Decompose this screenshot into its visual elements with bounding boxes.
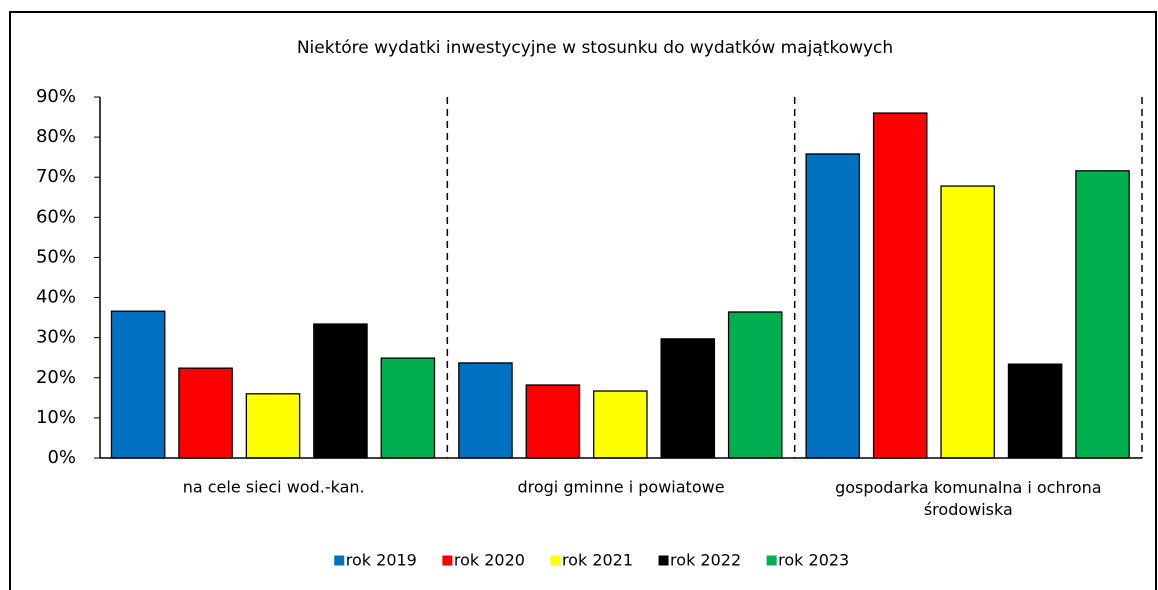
legend-label: rok 2020 <box>454 551 525 570</box>
bar <box>593 390 648 459</box>
bar <box>313 323 368 459</box>
bar <box>940 185 995 459</box>
y-tick-label: 20% <box>36 367 76 388</box>
bar <box>245 393 301 459</box>
y-tick-label: 80% <box>36 126 76 147</box>
legend-label: rok 2022 <box>670 551 741 570</box>
x-tick-label: gospodarka komunalna i ochrona środowiska <box>835 478 1102 519</box>
legend-label: rok 2023 <box>778 551 849 570</box>
y-tick-label: 70% <box>36 166 76 187</box>
bar <box>727 311 783 459</box>
legend-swatch <box>550 555 561 566</box>
y-tick-label: 40% <box>36 287 76 308</box>
y-tick-label: 50% <box>36 246 76 267</box>
bar <box>1007 363 1063 459</box>
x-tick-label: na cele sieci wod.-kan. <box>183 478 365 497</box>
y-tick-label: 60% <box>36 206 76 227</box>
legend-swatch <box>766 555 777 566</box>
legend-label: rok 2019 <box>346 551 417 570</box>
legend-swatch <box>442 555 453 566</box>
bar <box>525 384 581 459</box>
bar <box>110 310 166 459</box>
x-tick-label: drogi gminne i powiatowe <box>517 478 724 497</box>
bar <box>458 362 513 459</box>
legend-swatch <box>658 555 669 566</box>
y-tick-label: 0% <box>47 447 76 468</box>
legend-swatch <box>334 555 345 566</box>
bar <box>1075 170 1130 459</box>
legend-label: rok 2021 <box>562 551 633 570</box>
bar <box>178 367 233 459</box>
bar <box>660 338 716 459</box>
y-tick-label: 30% <box>36 327 76 348</box>
bar <box>805 153 861 459</box>
bar <box>380 357 436 459</box>
chart-title: Niektóre wydatki inwestycyjne w stosunku… <box>297 38 893 58</box>
y-tick-label: 90% <box>36 86 76 107</box>
bar <box>872 112 928 459</box>
y-tick-label: 10% <box>36 407 76 428</box>
